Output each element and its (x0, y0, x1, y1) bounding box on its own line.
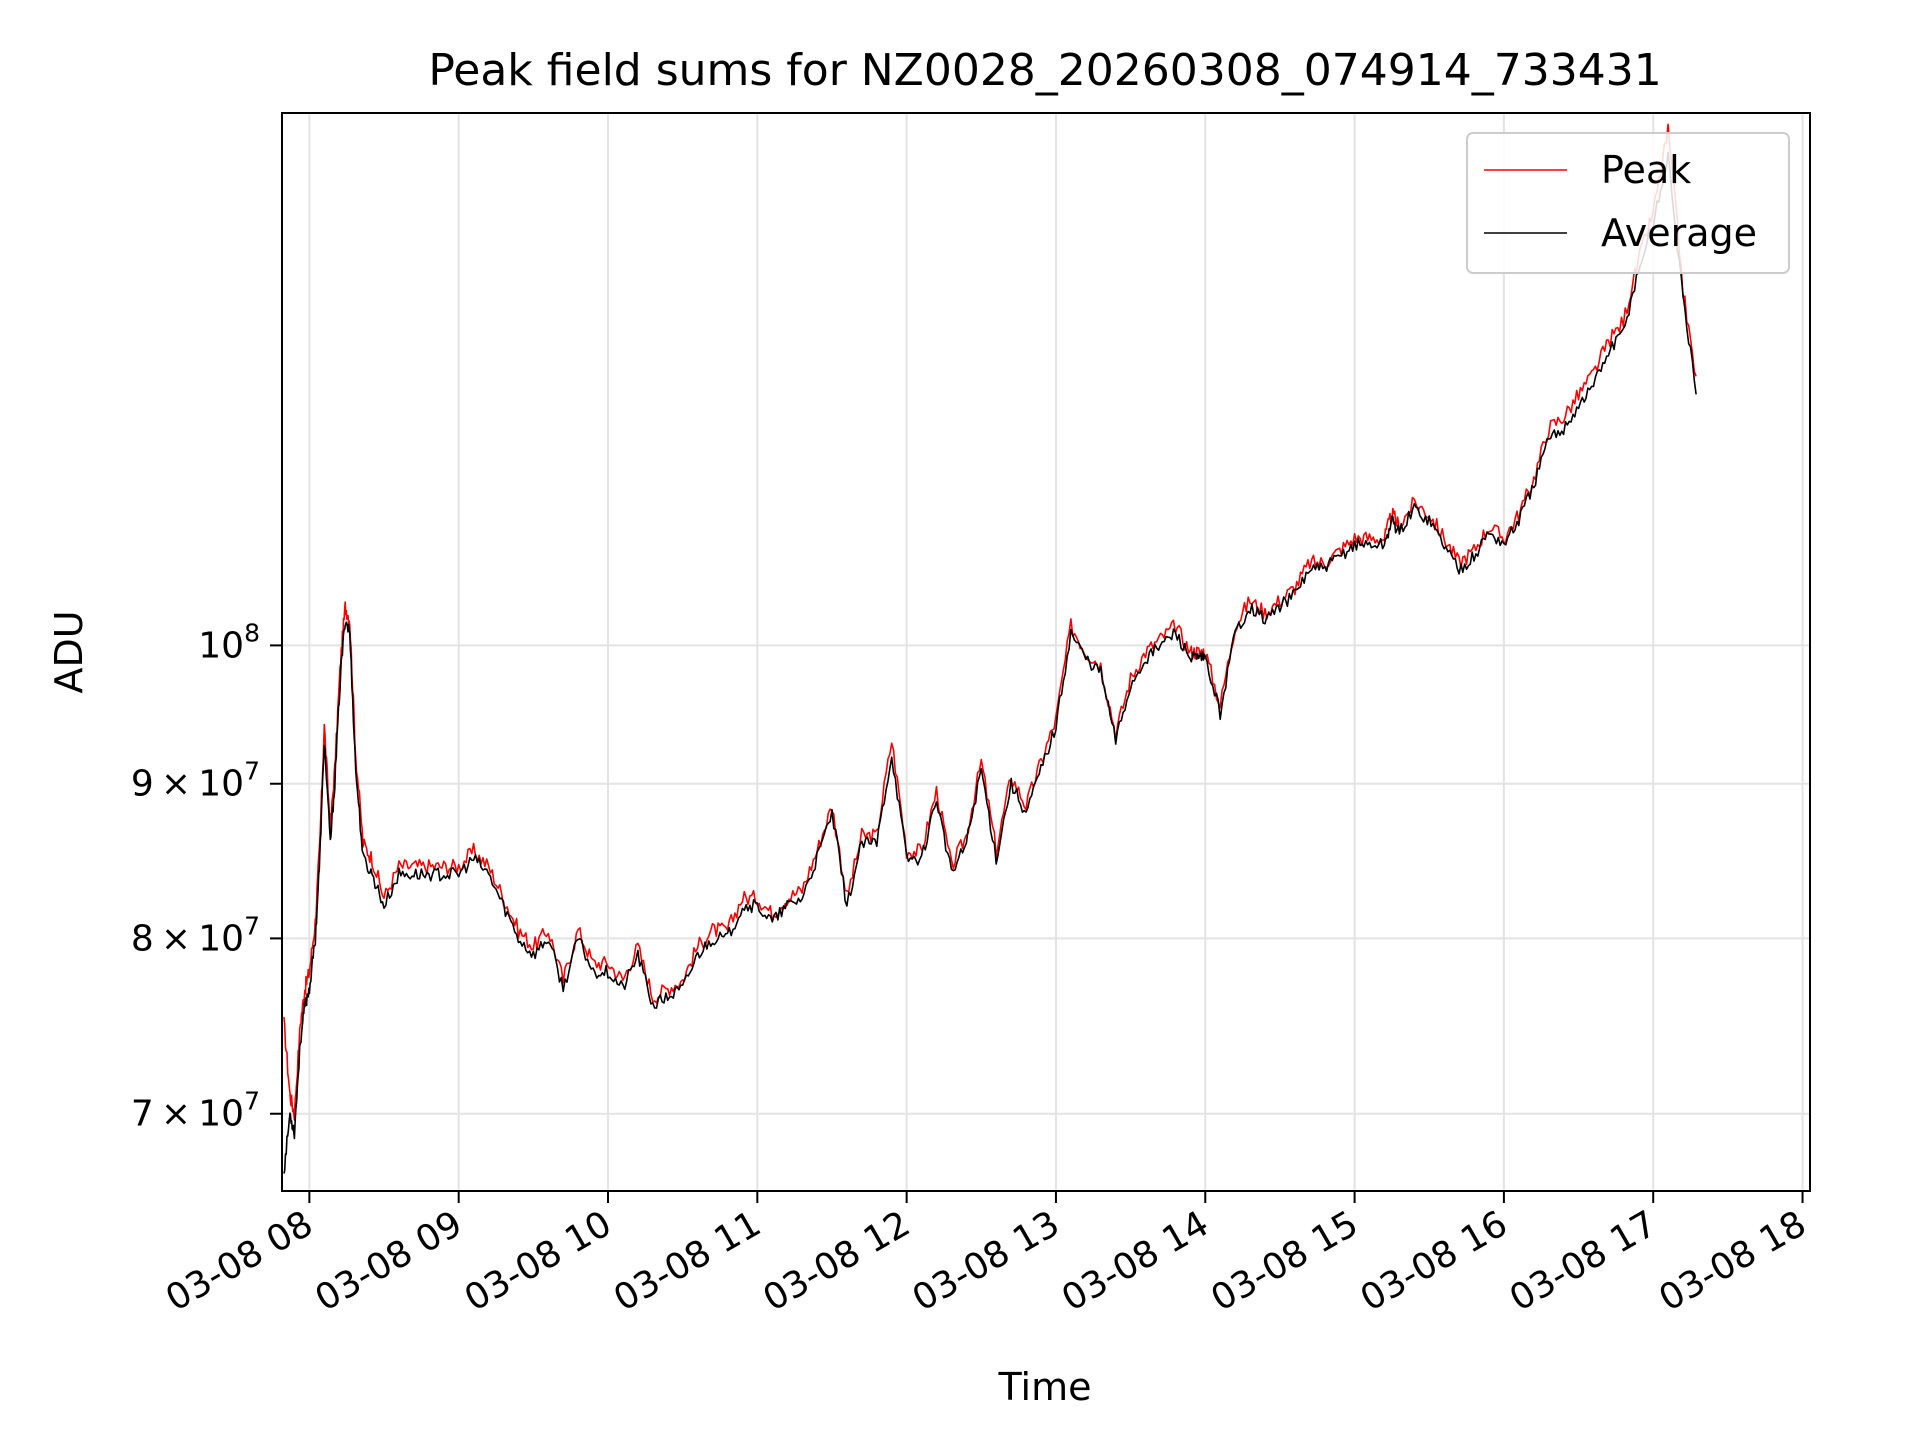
legend-label-average: Average (1601, 211, 1757, 255)
y-tick-label-exponent: 7 (244, 757, 260, 786)
y-tick-label: 8 × 107 (131, 911, 260, 959)
y-tick-label-exponent: 7 (244, 911, 260, 940)
y-tick-label-exponent: 7 (244, 1087, 260, 1116)
chart-title: Peak field sums for NZ0028_20260308_0749… (428, 45, 1661, 96)
y-tick-label: 7 × 107 (131, 1087, 260, 1135)
legend-box (1466, 132, 1790, 274)
x-axis-label: Time (998, 1365, 1092, 1409)
y-tick-label: 108 (198, 618, 260, 666)
y-tick-label-base: 8 × 10 (131, 918, 244, 959)
plot-lines (283, 123, 1697, 1174)
y-tick-label-base: 9 × 10 (131, 764, 244, 805)
y-tick-label: 9 × 107 (131, 757, 260, 805)
legend-label-peak: Peak (1601, 148, 1691, 192)
y-tick-label-base: 10 (198, 625, 244, 666)
y-tick-label-base: 7 × 10 (131, 1094, 244, 1135)
series-average-line (283, 151, 1697, 1174)
legend: Peak Average (1466, 132, 1790, 274)
grid (282, 113, 1810, 1191)
plot-frame (281, 112, 1811, 1192)
y-tick-label-exponent: 8 (244, 618, 260, 647)
y-axis-label: ADU (47, 610, 91, 693)
